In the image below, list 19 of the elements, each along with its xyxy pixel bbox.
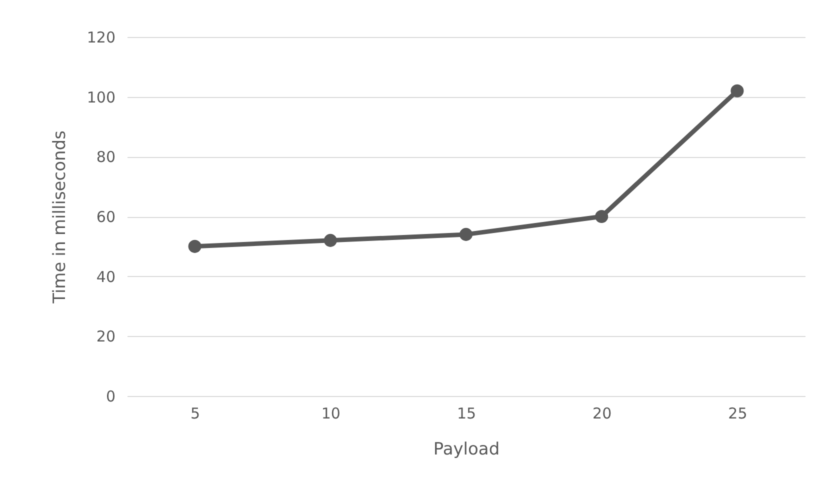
- point: [730, 84, 744, 98]
- x-tick-label: 15: [456, 404, 476, 422]
- y-tick-label: 80: [96, 148, 116, 166]
- x-tick-label: 20: [592, 404, 612, 422]
- y-tick-label: 120: [86, 28, 116, 46]
- point: [459, 228, 473, 241]
- y-axis-title: Time in milliseconds: [50, 130, 70, 304]
- x-tick-label: 5: [190, 404, 200, 422]
- y-tick-label: 100: [86, 88, 116, 106]
- y-tick-label: 60: [96, 208, 116, 226]
- point: [188, 240, 202, 253]
- y-tick-label: 40: [96, 268, 116, 286]
- x-tick-label: 25: [728, 404, 748, 422]
- y-tick-label: 20: [96, 328, 116, 346]
- x-tick-label: 10: [321, 404, 340, 422]
- point: [595, 210, 608, 224]
- x-axis-title: Payload: [433, 440, 500, 460]
- point: [324, 234, 337, 247]
- y-tick-label: 0: [106, 388, 116, 406]
